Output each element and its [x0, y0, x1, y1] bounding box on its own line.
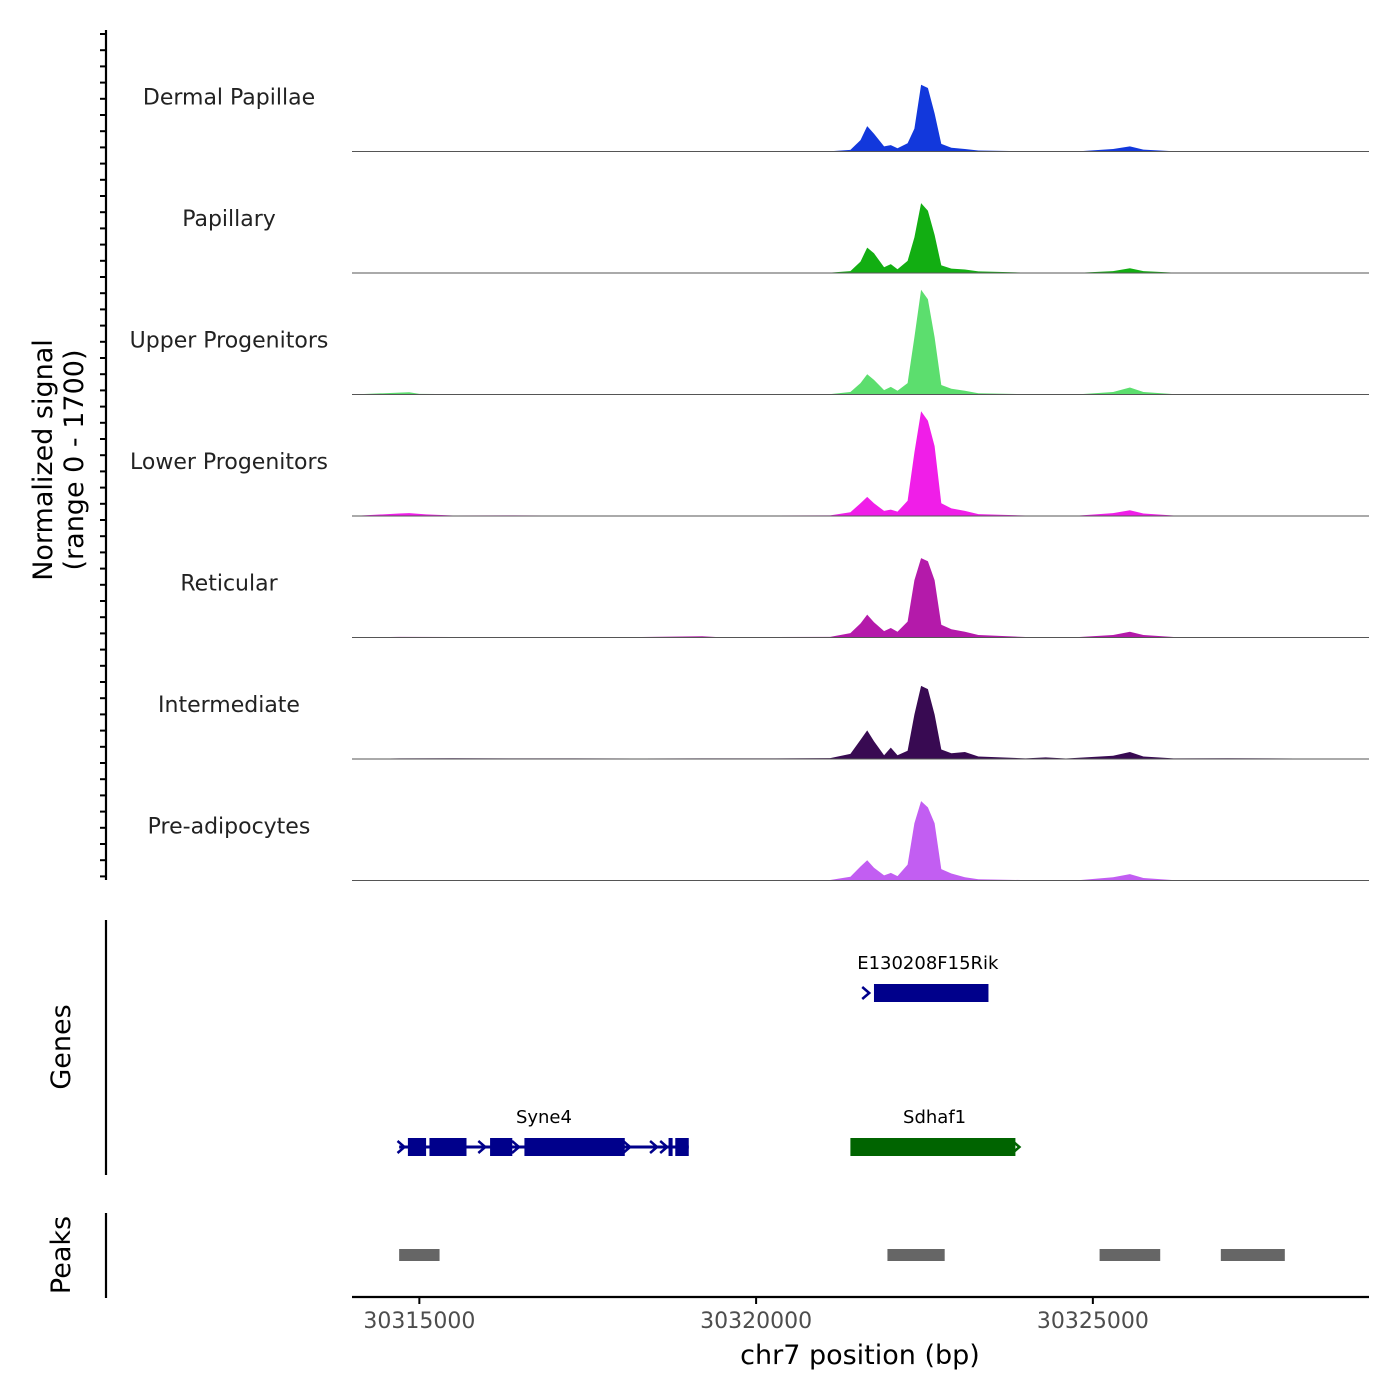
track-label-4: Reticular	[180, 572, 278, 597]
gene-1-exon-1	[429, 1138, 467, 1156]
gene-1-strand-arrow-5	[659, 1140, 670, 1154]
x-tick-label-2: 30325000	[1037, 1309, 1149, 1334]
signal-area-track-3	[352, 411, 1369, 516]
track-label-1: Papillary	[182, 207, 276, 232]
gene-2-strand-arrow-0	[1011, 1140, 1022, 1154]
signal-area-track-0	[352, 84, 1369, 152]
coverage-y-axis	[100, 30, 108, 880]
y-axis-label-line2: (range 0 - 1700)	[59, 350, 90, 571]
gene-label-2: Sdhaf1	[903, 1107, 966, 1128]
gene-1-strand-arrow-2	[511, 1140, 521, 1154]
peak-track	[399, 1249, 1285, 1261]
track-label-2: Upper Progenitors	[130, 329, 329, 354]
gene-1-strand-arrow-0	[396, 1140, 407, 1154]
peak-1	[887, 1249, 945, 1261]
x-tick-label-1: 30320000	[700, 1309, 812, 1334]
gene-1-strand-arrow-4	[649, 1140, 659, 1154]
peak-0	[399, 1249, 440, 1261]
gene-1-strand-arrow-1	[477, 1140, 488, 1154]
track-label-3: Lower Progenitors	[130, 450, 328, 475]
track-label-6: Pre-adipocytes	[148, 815, 311, 840]
signal-area-track-4	[352, 558, 1369, 638]
signal-area-track-2	[352, 289, 1369, 395]
gene-1-exon-4	[668, 1138, 673, 1156]
x-axis-label: chr7 position (bp)	[740, 1340, 980, 1371]
peak-3	[1220, 1249, 1285, 1261]
x-tick-label-0: 30315000	[363, 1309, 475, 1334]
peak-2	[1099, 1249, 1161, 1261]
gene-track: E130208F15Rik Syne4 Sdhaf1	[396, 953, 1022, 1156]
gene-0-exon-0	[873, 984, 989, 1002]
track-label-0: Dermal Papillae	[143, 86, 315, 111]
signal-area-track-5	[352, 685, 1369, 759]
gene-1-exon-0	[407, 1138, 427, 1156]
gene-0-strand-arrow-0	[861, 986, 872, 1000]
gene-2-exon-0	[850, 1138, 1016, 1156]
track-label-5: Intermediate	[158, 693, 300, 718]
signal-area-track-6	[352, 801, 1369, 881]
y-axis-label-line1: Normalized signal	[28, 339, 59, 581]
gene-1-exon-5	[675, 1138, 689, 1156]
gene-label-1: Syne4	[516, 1107, 572, 1128]
peaks-panel-label: Peaks	[46, 1216, 77, 1294]
genes-panel-label: Genes	[46, 1004, 77, 1089]
gene-1-strand-arrow-3	[622, 1140, 633, 1154]
gene-1-exon-2	[490, 1138, 513, 1156]
gene-1-exon-3	[524, 1138, 625, 1156]
coverage-tracks: Dermal Papillae Papillary Upper Progenitor…	[130, 84, 1369, 881]
signal-area-track-1	[352, 203, 1369, 273]
gene-label-0: E130208F15Rik	[857, 953, 999, 974]
x-axis: 30315000 30320000 30325000	[363, 1297, 1149, 1334]
